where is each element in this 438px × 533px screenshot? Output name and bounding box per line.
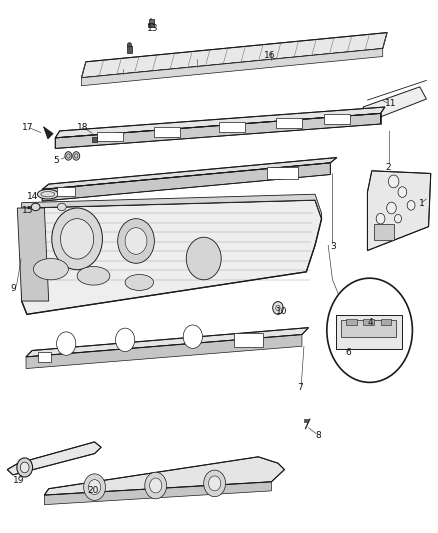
Text: 17: 17 — [21, 123, 33, 132]
Text: 5: 5 — [53, 156, 59, 165]
Circle shape — [183, 325, 202, 349]
Polygon shape — [55, 114, 381, 149]
Polygon shape — [336, 316, 403, 349]
Circle shape — [84, 474, 106, 500]
Circle shape — [73, 152, 80, 160]
Circle shape — [57, 332, 76, 356]
Bar — [149, 19, 153, 23]
Bar — [304, 418, 307, 422]
Circle shape — [327, 278, 413, 382]
Polygon shape — [44, 482, 272, 505]
Circle shape — [65, 152, 72, 160]
Circle shape — [60, 219, 94, 259]
Circle shape — [204, 470, 226, 497]
Text: 15: 15 — [21, 206, 33, 215]
Circle shape — [208, 476, 221, 491]
Polygon shape — [43, 127, 53, 139]
Text: 8: 8 — [315, 431, 321, 440]
Bar — [219, 123, 245, 132]
Circle shape — [116, 328, 135, 352]
Ellipse shape — [125, 274, 153, 290]
Bar — [346, 319, 357, 325]
Bar — [374, 224, 394, 240]
Text: 14: 14 — [27, 192, 38, 201]
Circle shape — [118, 219, 154, 263]
Bar — [97, 132, 123, 141]
Circle shape — [88, 480, 101, 495]
Text: 1: 1 — [419, 199, 425, 208]
Circle shape — [273, 302, 283, 314]
Polygon shape — [7, 442, 101, 475]
Polygon shape — [26, 335, 302, 368]
Ellipse shape — [31, 203, 40, 211]
Circle shape — [52, 208, 102, 270]
Polygon shape — [26, 328, 308, 357]
Circle shape — [376, 213, 385, 224]
Bar — [127, 46, 132, 53]
Circle shape — [395, 214, 402, 223]
Text: 4: 4 — [367, 318, 373, 327]
Polygon shape — [42, 163, 330, 201]
Text: 11: 11 — [385, 99, 396, 108]
Text: 10: 10 — [276, 307, 287, 316]
Bar — [38, 352, 51, 362]
Ellipse shape — [57, 203, 66, 211]
Polygon shape — [21, 194, 321, 219]
Text: 2: 2 — [386, 163, 392, 172]
Ellipse shape — [37, 189, 58, 199]
Polygon shape — [42, 158, 337, 189]
Polygon shape — [363, 87, 426, 120]
Ellipse shape — [77, 266, 110, 285]
Bar — [153, 127, 180, 137]
Text: 20: 20 — [87, 486, 99, 495]
Circle shape — [20, 462, 29, 473]
Circle shape — [389, 175, 399, 188]
Bar — [234, 334, 263, 348]
Bar — [57, 187, 75, 196]
Circle shape — [186, 237, 221, 280]
Text: 19: 19 — [13, 476, 25, 484]
Bar — [276, 118, 302, 127]
Text: 9: 9 — [11, 284, 16, 293]
Polygon shape — [341, 320, 396, 337]
Polygon shape — [44, 457, 285, 495]
Text: 6: 6 — [346, 348, 351, 357]
Polygon shape — [17, 208, 49, 301]
Polygon shape — [81, 49, 383, 86]
Polygon shape — [367, 171, 431, 251]
Polygon shape — [81, 33, 387, 78]
Circle shape — [150, 478, 162, 493]
Circle shape — [387, 202, 396, 214]
Circle shape — [398, 187, 407, 197]
Circle shape — [17, 458, 32, 477]
Circle shape — [145, 472, 166, 499]
Circle shape — [127, 43, 132, 48]
Text: 13: 13 — [147, 24, 159, 33]
Bar — [381, 319, 392, 325]
Bar — [148, 23, 154, 27]
Text: 7: 7 — [297, 383, 304, 392]
Circle shape — [125, 228, 147, 254]
Text: 18: 18 — [77, 123, 88, 132]
Bar — [324, 115, 350, 124]
Text: 3: 3 — [330, 243, 336, 252]
Polygon shape — [55, 107, 385, 138]
Bar — [267, 167, 297, 179]
Text: 16: 16 — [264, 52, 275, 60]
Bar — [92, 138, 97, 142]
Bar — [363, 319, 374, 325]
Ellipse shape — [33, 259, 68, 280]
Circle shape — [407, 200, 415, 210]
Polygon shape — [21, 200, 321, 314]
